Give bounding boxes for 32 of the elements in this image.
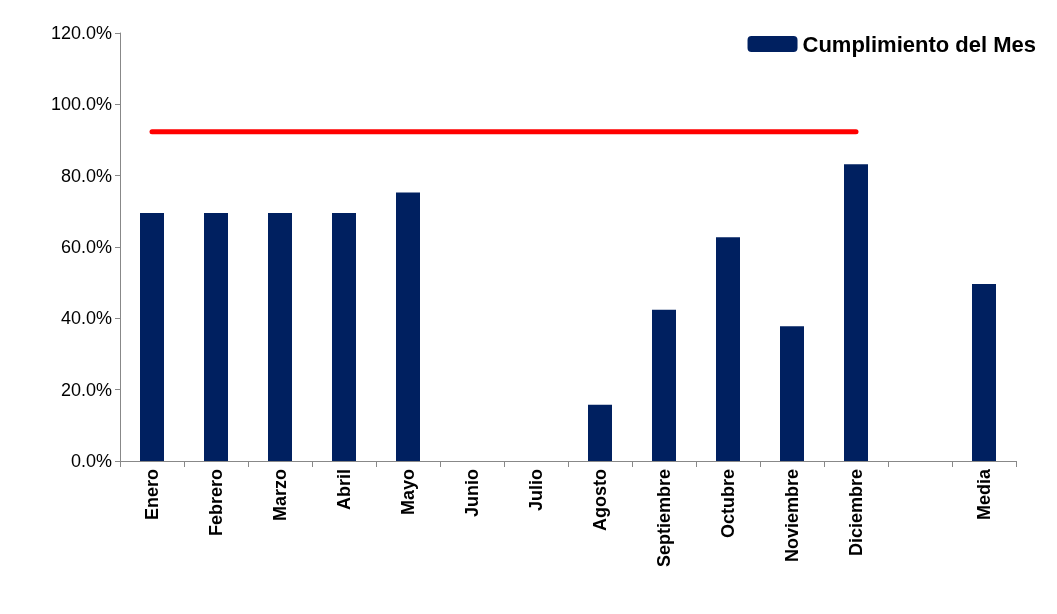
bar: [844, 164, 868, 461]
x-tick-label: Marzo: [270, 469, 290, 522]
bar: [332, 213, 356, 461]
bar: [716, 237, 740, 461]
y-tick-label: 40.0%: [60, 308, 112, 329]
bar: [396, 192, 420, 461]
x-tick-label: Febrero: [206, 469, 226, 537]
bar: [268, 213, 292, 461]
bar: [204, 213, 228, 461]
y-tick-label: 20.0%: [60, 379, 112, 400]
x-tick-label: Mayo: [398, 469, 418, 516]
x-tick-label: Media: [974, 468, 994, 521]
bar: [780, 326, 804, 461]
x-tick-label: Diciembre: [846, 469, 866, 557]
x-tick-label: Agosto: [590, 469, 610, 531]
y-tick-label: 100.0%: [50, 94, 112, 115]
y-tick-label: 80.0%: [60, 165, 112, 186]
x-tick-label: Octubre: [718, 469, 738, 539]
bar: [652, 309, 676, 461]
legend-label: Cumplimiento del Mes: [802, 31, 1037, 57]
x-tick-label: Julio: [526, 469, 546, 512]
y-tick-label: 0.0%: [70, 451, 112, 471]
x-tick-label: Junio: [462, 469, 482, 517]
y-tick-label: 60.0%: [60, 237, 112, 257]
bar: [140, 213, 164, 461]
bar: [588, 404, 612, 461]
x-tick-label: Abril: [334, 469, 354, 511]
x-tick-label: Noviembre: [782, 469, 802, 563]
x-tick-label: Enero: [142, 469, 162, 521]
bar: [972, 284, 996, 461]
y-tick-label: 120.0%: [50, 23, 112, 43]
x-tick-label: Septiembre: [654, 469, 674, 568]
